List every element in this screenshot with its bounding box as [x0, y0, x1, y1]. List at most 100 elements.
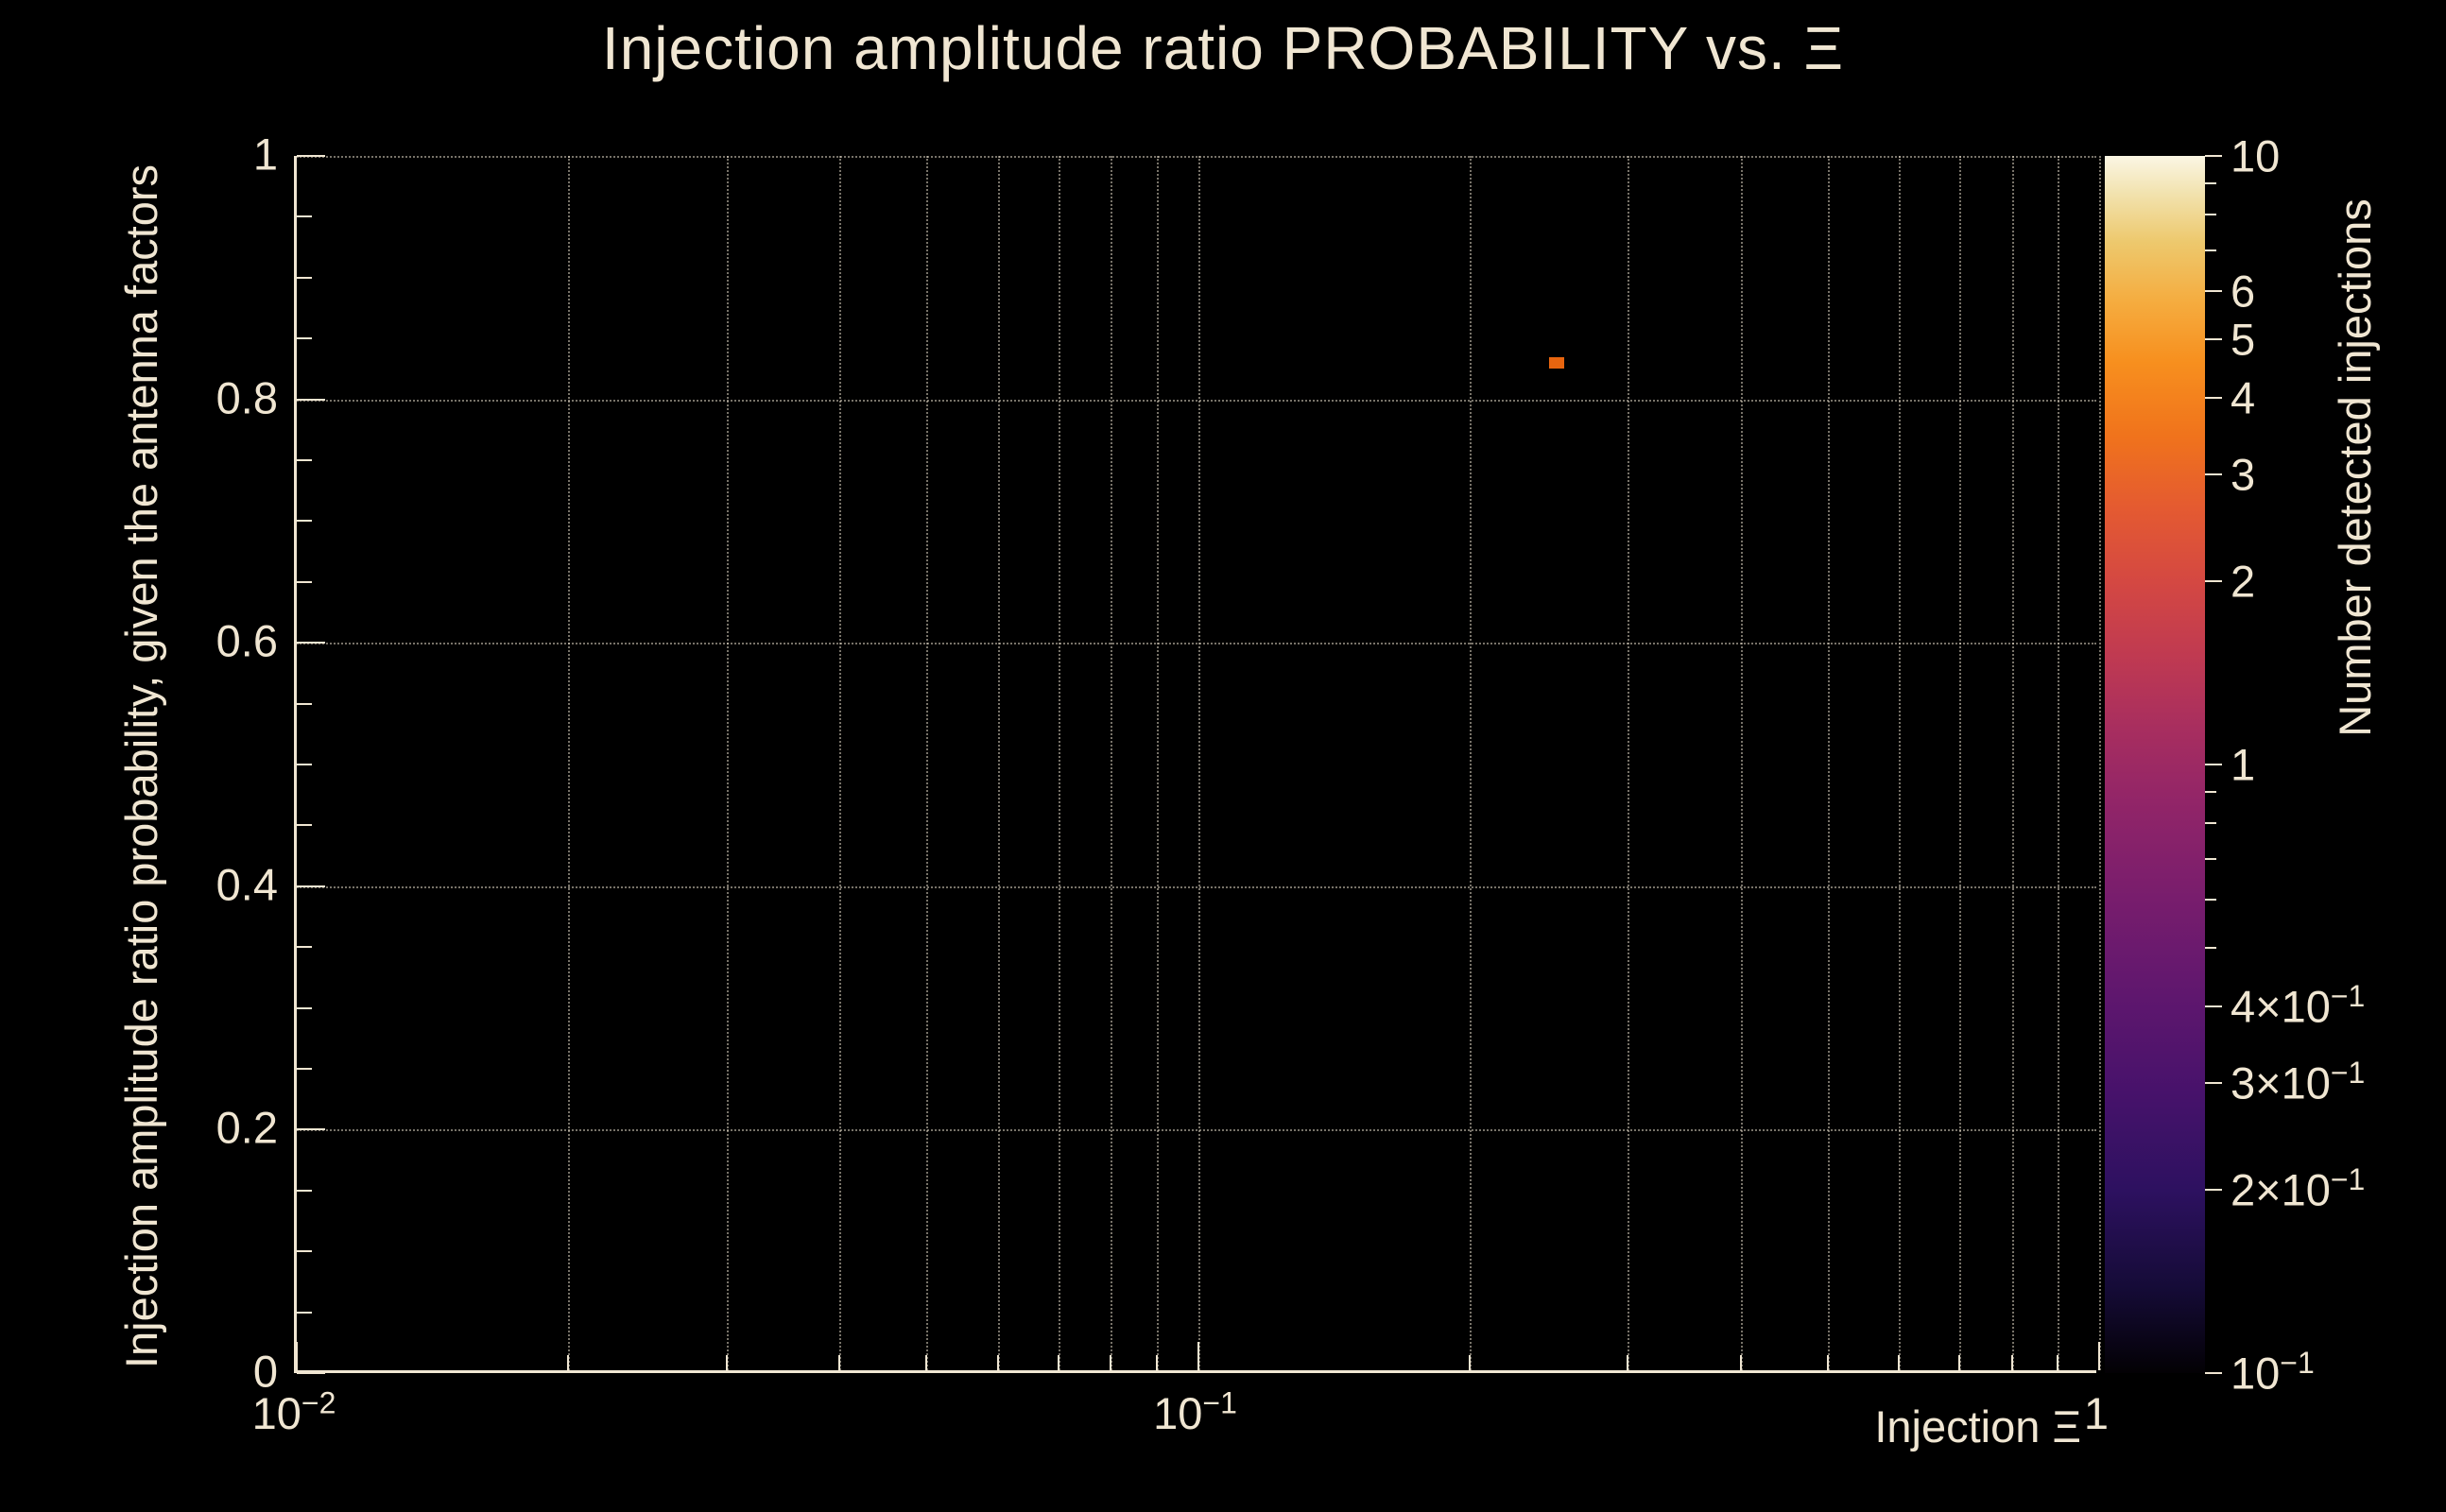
colorbar-minor-tick [2205, 946, 2216, 949]
x-gridline [1156, 156, 1159, 1370]
colorbar-minor-tick [2205, 791, 2216, 794]
colorbar-minor-tick [2205, 249, 2216, 251]
x-gridline [1899, 156, 1902, 1370]
colorbar-tick-label: 10 [2231, 130, 2281, 181]
x-gridline [1058, 156, 1060, 1370]
colorbar-tick-label: 10−1 [2231, 1345, 2315, 1399]
colorbar-minor-tick [2205, 182, 2216, 185]
y-axis-tick [297, 580, 312, 583]
x-axis-tick [1468, 1355, 1471, 1370]
y-axis-tick [297, 946, 312, 949]
y-gridline [297, 399, 2096, 402]
y-gridline [297, 643, 2096, 645]
y-axis-tick [297, 459, 312, 461]
colorbar-tick-label: 6 [2231, 266, 2256, 317]
y-axis-tick [297, 520, 312, 523]
x-axis-tick [1958, 1355, 1961, 1370]
x-gridline [1959, 156, 1962, 1370]
colorbar-minor-tick [2205, 857, 2216, 860]
y-axis-tick [297, 398, 325, 401]
colorbar-tick [2205, 1372, 2222, 1374]
data-point [1548, 356, 1564, 369]
x-gridline [1197, 156, 1200, 1370]
y-axis-tick [297, 1006, 312, 1009]
x-axis-tick [925, 1355, 928, 1370]
colorbar-tick [2205, 289, 2222, 292]
y-axis-title: Injection amplitude ratio probability, g… [116, 163, 166, 1369]
y-axis-tick [297, 642, 325, 644]
x-axis-tick [1898, 1355, 1901, 1370]
x-axis-tick [296, 1342, 298, 1370]
colorbar-tick [2205, 155, 2222, 157]
x-gridline [2058, 156, 2060, 1370]
colorbar-tick [2205, 337, 2222, 340]
x-axis-tick [567, 1355, 570, 1370]
y-axis-tick [297, 1068, 312, 1070]
x-axis-title: Injection Ξ [1874, 1401, 2081, 1452]
colorbar-tick [2205, 580, 2222, 583]
x-gridline [1827, 156, 1830, 1370]
x-gridline [1628, 156, 1630, 1370]
colorbar-tick [2205, 472, 2222, 475]
x-axis-tick [1197, 1342, 1199, 1370]
x-gridline [1111, 156, 1113, 1370]
x-gridline [2011, 156, 2014, 1370]
colorbar-tick-label: 5 [2231, 314, 2256, 365]
x-axis-tick [2057, 1355, 2059, 1370]
colorbar-tick-label: 3×10−1 [2231, 1055, 2366, 1108]
y-axis-tick [297, 1372, 325, 1374]
y-gridline [297, 885, 2096, 888]
x-gridline [568, 156, 571, 1370]
y-axis-tick [297, 1250, 312, 1253]
x-gridline [926, 156, 929, 1370]
x-axis-tick [838, 1355, 841, 1370]
x-gridline [726, 156, 729, 1370]
x-axis-tick [1627, 1355, 1629, 1370]
colorbar-tick-label: 4×10−1 [2231, 979, 2366, 1032]
colorbar-tick-label: 2 [2231, 556, 2256, 607]
y-axis-tick [297, 215, 312, 218]
y-axis-tick [297, 337, 312, 340]
x-axis-tick [1155, 1355, 1158, 1370]
y-axis-tick [297, 885, 325, 887]
x-axis-tick [1739, 1355, 1742, 1370]
y-axis-tick [297, 155, 325, 157]
x-axis-tick [1110, 1355, 1112, 1370]
y-gridline [297, 1129, 2096, 1132]
colorbar-tick [2205, 1189, 2222, 1192]
x-gridline [839, 156, 842, 1370]
x-axis-tick [2010, 1355, 2013, 1370]
x-gridline [1469, 156, 1472, 1370]
colorbar-title: Number detected injections [2330, 198, 2380, 737]
x-gridline [2099, 156, 2101, 1370]
x-tick-label: 10−2 [251, 1385, 336, 1438]
x-axis-tick [1057, 1355, 1059, 1370]
colorbar-minor-tick [2205, 214, 2216, 216]
colorbar-tick-label: 4 [2231, 372, 2256, 423]
x-axis-tick [2098, 1342, 2100, 1370]
x-tick-label: 10−1 [1153, 1385, 1237, 1438]
colorbar-tick [2205, 764, 2222, 765]
colorbar-tick [2205, 1081, 2222, 1084]
colorbar-tick [2205, 397, 2222, 400]
x-axis-tick [996, 1355, 999, 1370]
y-axis-tick [297, 702, 312, 705]
y-axis-tick [297, 824, 312, 827]
y-axis-tick [297, 276, 312, 279]
chart-title: Injection amplitude ratio PROBABILITY vs… [601, 14, 1845, 82]
y-axis-tick [297, 764, 312, 765]
x-axis-tick [725, 1355, 728, 1370]
x-gridline [1740, 156, 1743, 1370]
colorbar-tick-label: 1 [2231, 739, 2256, 790]
colorbar-minor-tick [2205, 822, 2216, 825]
x-tick-label: 1 [2083, 1388, 2110, 1438]
x-gridline [997, 156, 1000, 1370]
colorbar-tick-label: 3 [2231, 449, 2256, 500]
colorbar-gradient [2105, 156, 2205, 1373]
x-axis-tick [1826, 1355, 1829, 1370]
plot-area [294, 155, 2101, 1374]
y-axis-tick [297, 1311, 312, 1314]
colorbar-tick [2205, 1005, 2222, 1008]
colorbar-minor-tick [2205, 898, 2216, 901]
